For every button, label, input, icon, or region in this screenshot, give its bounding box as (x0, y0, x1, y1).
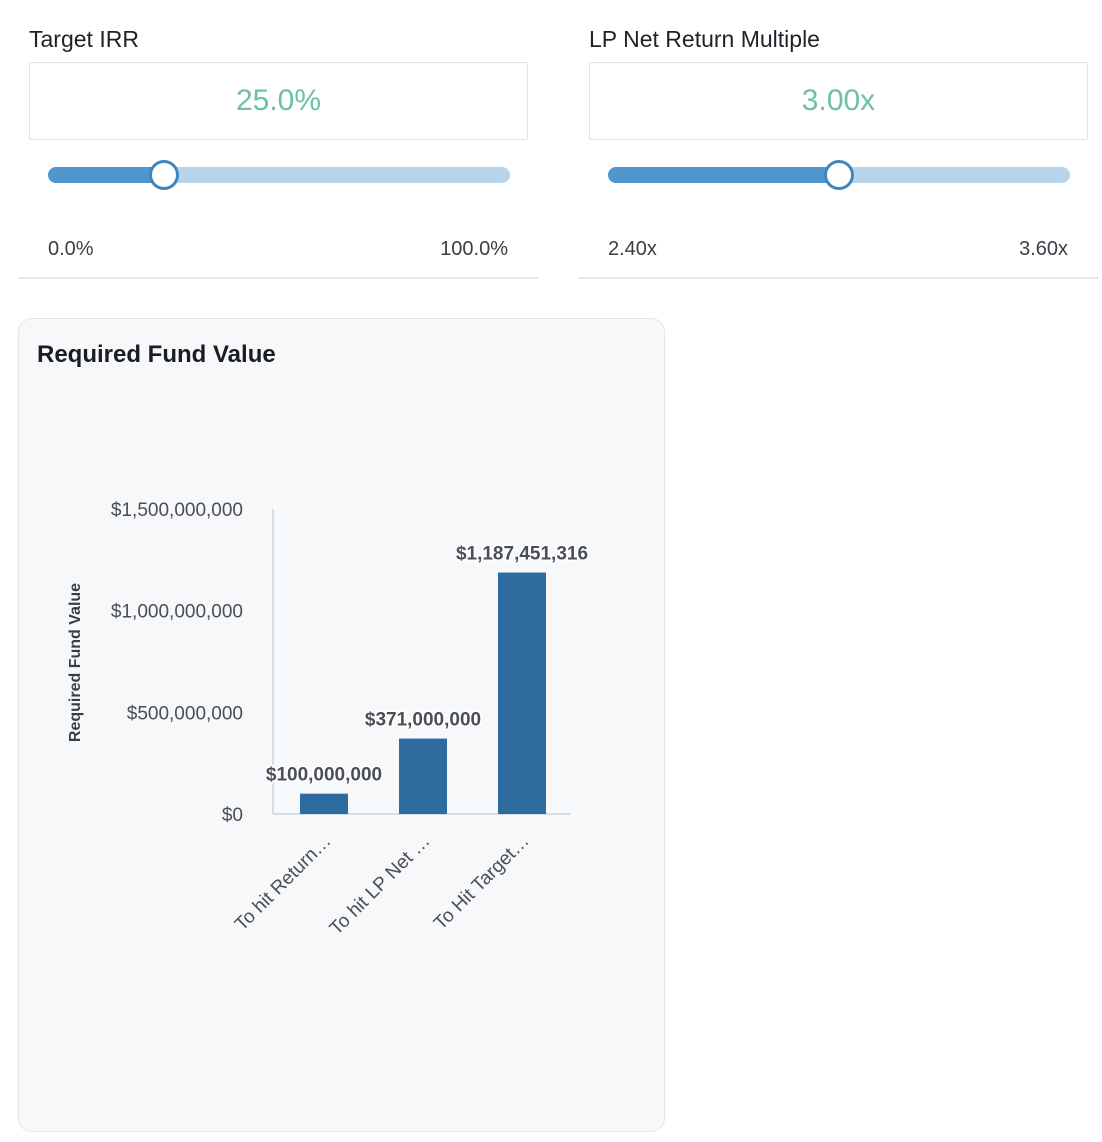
target-irr-label: Target IRR (29, 26, 139, 52)
y-tick-label: $0 (222, 805, 243, 826)
y-tick-label: $1,500,000,000 (111, 500, 243, 521)
lp-multiple-max-label: 3.60x (1019, 238, 1068, 260)
slider-thumb[interactable] (149, 160, 179, 190)
y-tick-label: $500,000,000 (127, 703, 243, 724)
target-irr-max-label: 100.0% (440, 238, 508, 260)
data-label: $371,000,000 (365, 710, 481, 731)
x-tick-label: To Hit Target… (430, 831, 533, 934)
target-irr-control: Target IRR 25.0% 0.0% 100.0% (18, 0, 538, 279)
data-label: $100,000,000 (266, 765, 382, 786)
y-tick-label: $1,000,000,000 (111, 602, 243, 623)
slider-thumb[interactable] (824, 160, 854, 190)
data-label: $1,187,451,316 (456, 544, 588, 565)
bar (498, 572, 546, 814)
x-tick-label: To hit LP Net … (326, 831, 435, 940)
lp-multiple-min-label: 2.40x (608, 238, 657, 260)
y-axis-label: Required Fund Value (67, 583, 84, 742)
required-fund-value-card: Required Fund Value $0 $500,000,000 $1,000… (18, 318, 665, 1132)
x-tick-label: To hit Return… (231, 831, 335, 935)
chart-title: Required Fund Value (37, 341, 276, 368)
lp-multiple-slider[interactable] (608, 160, 1070, 190)
bar (399, 738, 447, 814)
target-irr-min-label: 0.0% (48, 238, 94, 260)
lp-multiple-control: LP Net Return Multiple 3.00x 2.40x 3.60x (578, 0, 1098, 279)
slider-fill (608, 167, 839, 183)
required-fund-value-chart: $0 $500,000,000 $1,000,000,000 $1,500,000,0… (67, 500, 590, 940)
lp-multiple-label: LP Net Return Multiple (589, 26, 820, 52)
target-irr-slider[interactable] (48, 160, 510, 190)
target-irr-value-field[interactable]: 25.0% (29, 62, 528, 140)
bar (300, 793, 348, 814)
slider-fill (48, 167, 164, 183)
lp-multiple-value-field[interactable]: 3.00x (589, 62, 1088, 140)
